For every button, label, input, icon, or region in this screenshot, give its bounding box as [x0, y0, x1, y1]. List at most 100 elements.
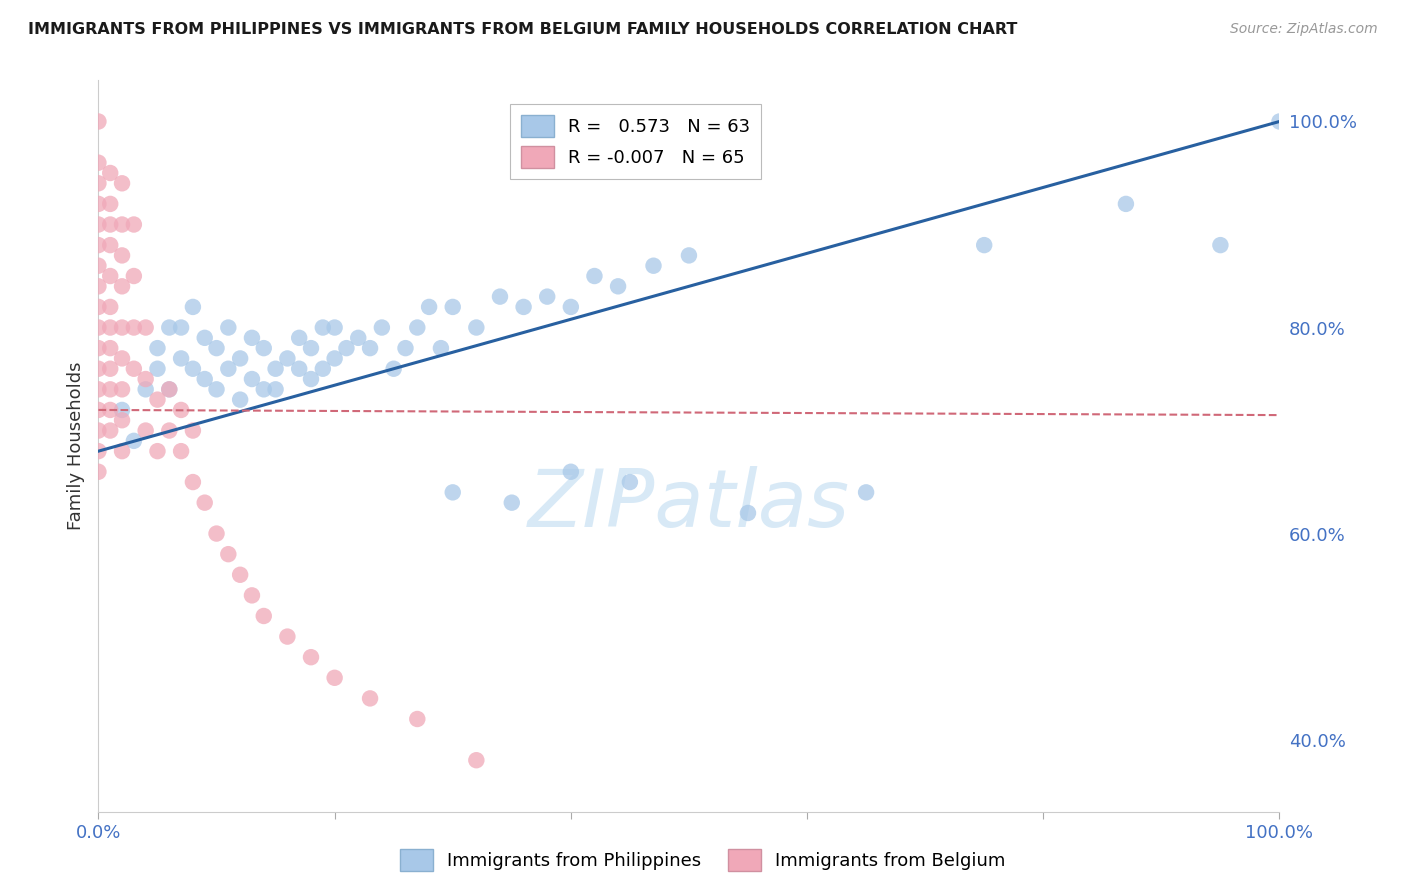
Point: [312, 320, 335, 334]
Point: [181, 475, 204, 489]
Point: [111, 248, 134, 262]
Point: [111, 382, 134, 396]
Point: [98, 166, 121, 180]
Point: [122, 434, 145, 448]
Point: [170, 444, 193, 458]
Point: [111, 279, 134, 293]
Text: IMMIGRANTS FROM PHILIPPINES VS IMMIGRANTS FROM BELGIUM FAMILY HOUSEHOLDS CORRELA: IMMIGRANTS FROM PHILIPPINES VS IMMIGRANT…: [28, 22, 1018, 37]
Point: [87, 218, 110, 232]
Point: [87, 279, 110, 293]
Point: [288, 331, 311, 345]
Point: [253, 341, 276, 355]
Point: [87, 403, 110, 417]
Point: [87, 300, 110, 314]
Text: Source: ZipAtlas.com: Source: ZipAtlas.com: [1230, 22, 1378, 37]
Point: [406, 712, 429, 726]
Point: [217, 547, 239, 561]
Point: [87, 444, 110, 458]
Point: [240, 588, 263, 602]
Point: [560, 300, 582, 314]
Point: [264, 382, 287, 396]
Point: [264, 361, 287, 376]
Point: [312, 361, 335, 376]
Point: [737, 506, 759, 520]
Text: ZIPatlas: ZIPatlas: [527, 466, 851, 543]
Point: [619, 475, 641, 489]
Point: [253, 609, 276, 624]
Point: [87, 320, 110, 334]
Point: [170, 403, 193, 417]
Point: [229, 567, 252, 582]
Point: [87, 259, 110, 273]
Point: [111, 413, 134, 427]
Point: [181, 361, 204, 376]
Point: [170, 351, 193, 366]
Point: [111, 218, 134, 232]
Point: [359, 691, 381, 706]
Point: [205, 382, 228, 396]
Point: [122, 320, 145, 334]
Point: [299, 341, 322, 355]
Point: [347, 331, 370, 345]
Point: [299, 372, 322, 386]
Point: [87, 361, 110, 376]
Legend: Immigrants from Philippines, Immigrants from Belgium: Immigrants from Philippines, Immigrants …: [394, 842, 1012, 879]
Point: [98, 218, 121, 232]
Point: [98, 424, 121, 438]
Point: [583, 268, 606, 283]
Point: [489, 290, 512, 304]
Point: [382, 361, 405, 376]
Point: [98, 403, 121, 417]
Point: [229, 351, 252, 366]
Point: [323, 671, 346, 685]
Point: [98, 268, 121, 283]
Point: [146, 392, 169, 407]
Point: [87, 424, 110, 438]
Point: [253, 382, 276, 396]
Point: [87, 197, 110, 211]
Point: [146, 444, 169, 458]
Point: [98, 341, 121, 355]
Point: [536, 290, 558, 304]
Point: [135, 382, 157, 396]
Point: [406, 320, 429, 334]
Point: [465, 320, 488, 334]
Point: [87, 155, 110, 169]
Point: [335, 341, 357, 355]
Y-axis label: Family Households: Family Households: [66, 362, 84, 530]
Point: [973, 238, 995, 252]
Point: [217, 361, 239, 376]
Point: [323, 351, 346, 366]
Point: [87, 176, 110, 190]
Point: [122, 361, 145, 376]
Point: [111, 403, 134, 417]
Point: [170, 320, 193, 334]
Point: [501, 496, 523, 510]
Point: [98, 300, 121, 314]
Point: [181, 424, 204, 438]
Point: [135, 424, 157, 438]
Point: [87, 465, 110, 479]
Point: [194, 372, 217, 386]
Point: [122, 218, 145, 232]
Point: [855, 485, 877, 500]
Point: [194, 331, 217, 345]
Point: [288, 361, 311, 376]
Point: [181, 300, 204, 314]
Point: [205, 526, 228, 541]
Point: [1268, 114, 1291, 128]
Point: [394, 341, 416, 355]
Point: [98, 382, 121, 396]
Point: [643, 259, 665, 273]
Point: [157, 382, 180, 396]
Point: [560, 465, 582, 479]
Point: [87, 341, 110, 355]
Point: [122, 268, 145, 283]
Point: [371, 320, 394, 334]
Point: [98, 238, 121, 252]
Point: [607, 279, 630, 293]
Point: [135, 372, 157, 386]
Point: [87, 114, 110, 128]
Point: [299, 650, 322, 665]
Point: [111, 351, 134, 366]
